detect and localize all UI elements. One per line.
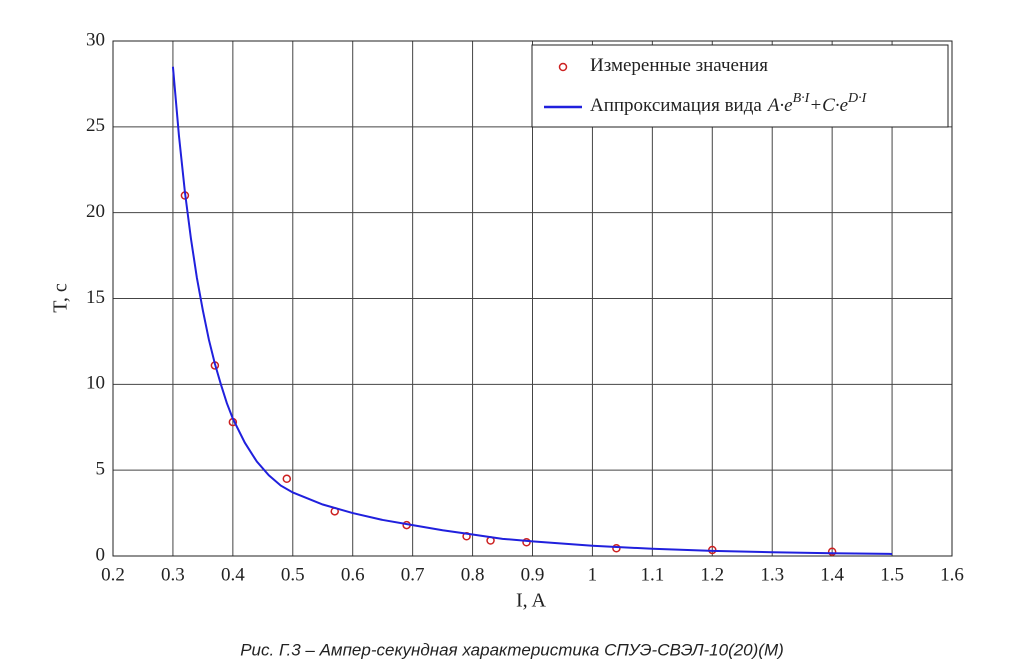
y-axis-label: T, c — [50, 283, 72, 313]
legend-formula: B·I — [793, 91, 811, 106]
x-tick-label: 0.6 — [341, 564, 365, 585]
data-point — [522, 538, 531, 547]
data-point — [282, 474, 292, 483]
legend-name: Аппроксимация вида — [590, 95, 762, 116]
legend-formula: A·e — [766, 95, 793, 116]
x-tick-label: 1.6 — [940, 564, 964, 585]
legend-label: Аппроксимация вида A·eB·I+C·eD·I — [590, 91, 868, 116]
x-tick-label: 1.4 — [820, 564, 844, 585]
x-tick-label: 1.2 — [700, 564, 724, 585]
y-tick-label: 25 — [86, 115, 105, 136]
legend-label: Измеренные значения — [590, 55, 768, 76]
x-tick-label: 1.1 — [640, 564, 664, 585]
x-tick-label: 0.4 — [221, 564, 245, 585]
fit-line — [171, 66, 893, 555]
x-tick-label: 0.7 — [401, 564, 425, 585]
y-tick-label: 15 — [86, 287, 105, 308]
y-tick-label: 5 — [96, 459, 106, 480]
legend-formula: +C·e — [809, 95, 848, 116]
legend-marker — [558, 62, 568, 72]
y-tick-label: 30 — [86, 29, 105, 50]
x-tick-label: 0.8 — [461, 564, 485, 585]
legend-box — [531, 44, 949, 128]
data-point — [827, 547, 837, 556]
y-tick-label: 10 — [86, 373, 105, 394]
x-tick-label: 1.3 — [760, 564, 784, 585]
x-tick-label: 0.9 — [521, 564, 545, 585]
x-tick-label: 0.3 — [161, 564, 185, 585]
caption: Рис. Г.3 – Ампер-секундная характеристик… — [240, 640, 784, 659]
x-axis-label: I, A — [516, 590, 547, 612]
legend-formula: D·I — [847, 91, 868, 106]
x-tick-label: 1.5 — [880, 564, 904, 585]
x-tick-label: 0.2 — [101, 564, 125, 585]
y-tick-label: 20 — [86, 201, 105, 222]
y-tick-label: 0 — [96, 544, 106, 565]
legend-name: Измеренные значения — [590, 55, 768, 76]
x-tick-label: 1 — [588, 564, 598, 585]
plot-frame — [112, 40, 953, 557]
data-point — [612, 544, 621, 553]
x-tick-label: 0.5 — [281, 564, 305, 585]
